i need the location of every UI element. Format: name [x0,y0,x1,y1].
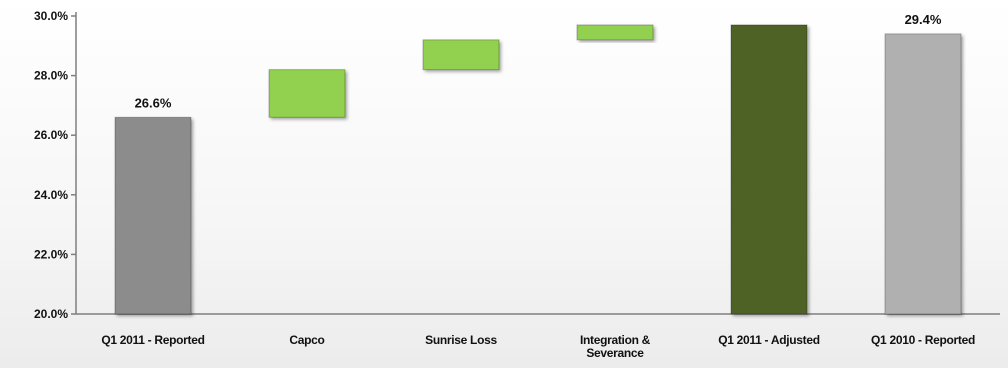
y-tick-label: 26.0% [34,128,68,142]
x-tick-label: Severance [586,346,644,360]
x-tick-label: Integration & [580,333,651,347]
y-tick-label: 30.0% [34,9,68,23]
data-label: 26.6% [135,95,172,110]
data-label: 29.4% [905,12,942,27]
y-tick-label: 20.0% [34,307,68,321]
y-tick-label: 22.0% [34,247,68,261]
bar [114,116,192,315]
x-tick-label: Q1 2011 - Reported [101,333,204,347]
x-tick-label: Q1 2010 - Reported [871,333,975,347]
y-tick-label: 24.0% [34,188,68,202]
x-tick-label: Capco [289,333,324,347]
bar [422,39,500,71]
x-tick-label: Sunrise Loss [425,333,497,347]
bar [884,33,962,315]
bar [268,69,346,118]
y-tick-label: 28.0% [34,69,68,83]
bar [576,24,654,41]
x-tick-label: Q1 2011 - Adjusted [718,333,820,347]
bar [730,24,808,315]
